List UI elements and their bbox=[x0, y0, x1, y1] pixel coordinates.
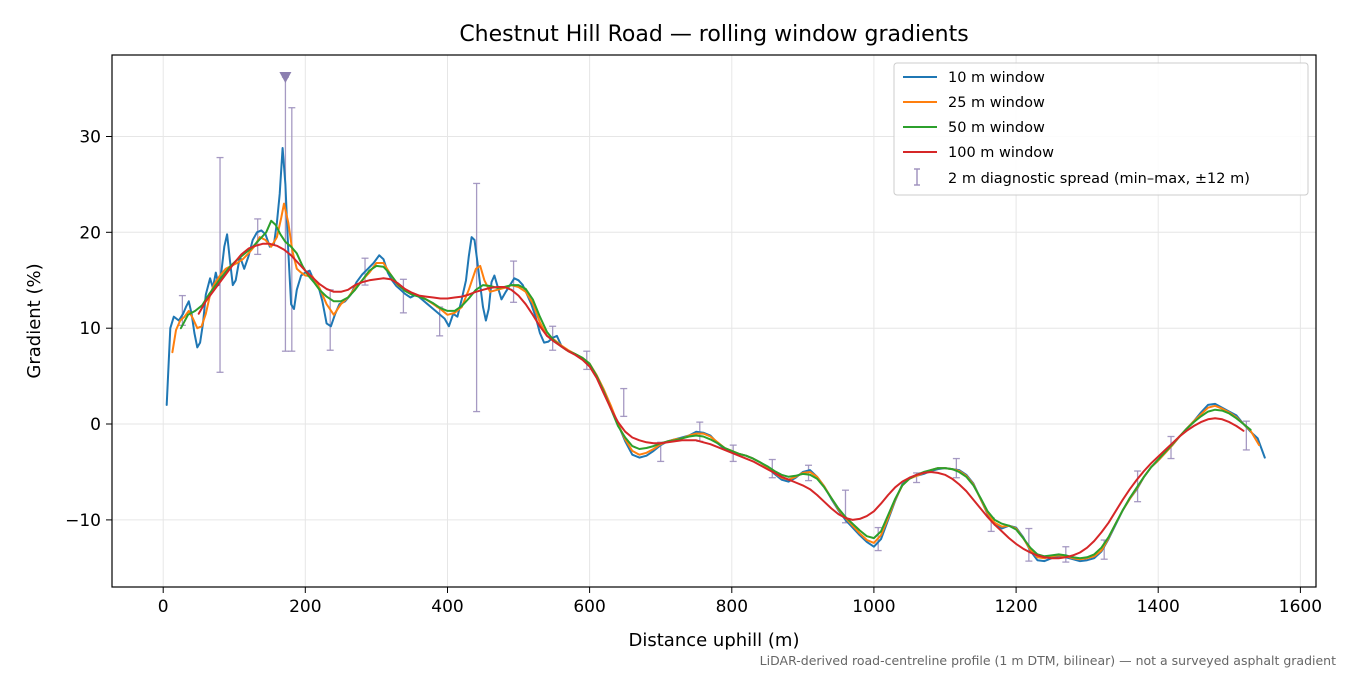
legend-label-100m: 100 m window bbox=[948, 145, 1054, 161]
legend-entry-spread: 2 m diagnostic spread (min–max, ±12 m) bbox=[914, 168, 1250, 187]
y-axis-ticks: −10 0 10 20 30 bbox=[65, 128, 112, 531]
legend-box bbox=[893, 62, 1309, 196]
x-tick-label: 800 bbox=[716, 597, 748, 617]
spread-bar bbox=[510, 260, 518, 303]
y-tick-label: −10 bbox=[65, 511, 101, 531]
x-axis-title: Distance uphill (m) bbox=[629, 630, 800, 651]
series-lines bbox=[165, 147, 1266, 563]
legend-label-spread: 2 m diagnostic spread (min–max, ±12 m) bbox=[948, 171, 1250, 187]
spread-bar bbox=[399, 278, 407, 314]
spread-bar bbox=[288, 107, 296, 352]
spread-bar bbox=[254, 218, 262, 256]
errorbar-icon bbox=[914, 168, 920, 186]
line-10m-window bbox=[165, 147, 1266, 563]
y-tick-label: 30 bbox=[79, 128, 101, 148]
x-axis-ticks: 0 200 400 600 800 1000 1200 1400 1600 bbox=[158, 587, 1322, 617]
y-tick-label: 10 bbox=[79, 319, 101, 339]
legend-label-10m: 10 m window bbox=[948, 70, 1045, 86]
legend: 10 m window 25 m window 50 m window 100 … bbox=[893, 62, 1309, 196]
line-25m-window bbox=[171, 202, 1261, 561]
chart-title: Chestnut Hill Road — rolling window grad… bbox=[459, 22, 968, 47]
spread-bar bbox=[620, 387, 628, 418]
legend-label-25m: 25 m window bbox=[948, 95, 1045, 111]
legend-entry-25m: 25 m window bbox=[903, 95, 1045, 111]
peak-marker bbox=[279, 72, 292, 83]
line-100m-window bbox=[197, 242, 1245, 560]
legend-entry-10m: 10 m window bbox=[903, 70, 1045, 86]
plot-frame bbox=[111, 54, 1317, 588]
peak-marker-triangle bbox=[279, 72, 292, 83]
y-tick-label: 20 bbox=[79, 223, 101, 243]
legend-label-50m: 50 m window bbox=[948, 120, 1045, 136]
line-50m-window bbox=[179, 219, 1252, 560]
x-tick-label: 200 bbox=[289, 597, 321, 617]
spread-bar bbox=[473, 182, 481, 413]
footnote: LiDAR-derived road-centreline profile (1… bbox=[760, 653, 1336, 668]
x-tick-label: 600 bbox=[573, 597, 605, 617]
x-tick-label: 1000 bbox=[852, 597, 895, 617]
y-axis-title: Gradient (%) bbox=[24, 263, 45, 378]
y-tick-label: 0 bbox=[90, 415, 101, 435]
legend-entry-50m: 50 m window bbox=[903, 120, 1045, 136]
legend-entry-100m: 100 m window bbox=[903, 145, 1054, 161]
spread-bar bbox=[952, 457, 960, 479]
x-tick-label: 0 bbox=[158, 597, 169, 617]
x-tick-label: 1600 bbox=[1279, 597, 1322, 617]
x-tick-label: 400 bbox=[431, 597, 463, 617]
x-tick-label: 1400 bbox=[1137, 597, 1180, 617]
spread-bar bbox=[216, 156, 224, 373]
x-tick-label: 1200 bbox=[994, 597, 1037, 617]
